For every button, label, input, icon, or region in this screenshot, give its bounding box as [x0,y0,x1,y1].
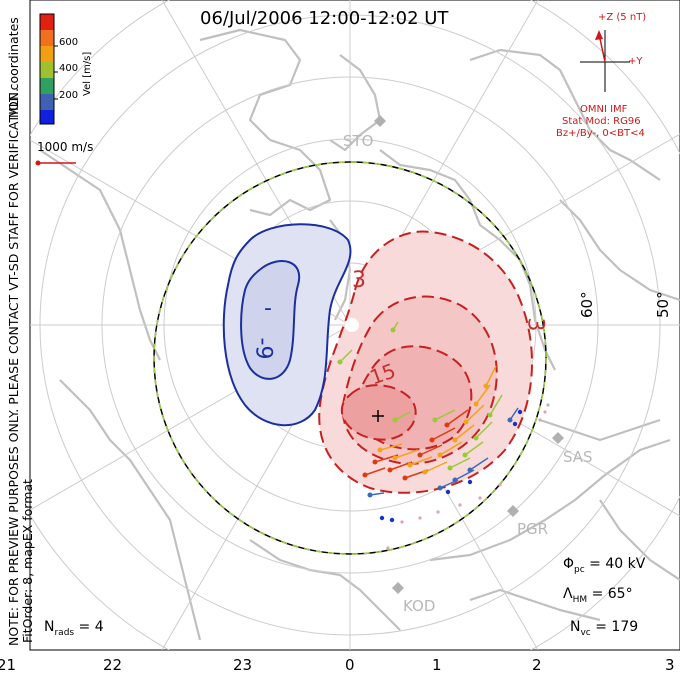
cross-polar-potential-value: 40 kV [605,556,646,572]
station-label-sto: STO [343,132,374,150]
vector-count-value: 179 [611,619,639,635]
mlt-label-2: 2 [532,656,542,674]
color-band-6 [40,94,54,110]
stat-model: Stat Mod: RG96 [562,116,641,127]
station-marker-pgr [507,505,519,517]
hm-boundary-latitude: ΛHM = 65° [563,586,633,605]
positive-potential-cell [318,230,533,494]
station-label-sas: SAS [563,448,593,466]
coastlines [39,28,680,641]
lat-label-50: 50° [654,291,672,318]
page-title: 06/Jul/2006 12:00-12:02 UT [200,8,449,29]
imf-clock [580,30,630,92]
potential-max-marker [372,410,384,422]
station-marker-sas [552,432,564,444]
mlt-label-21: 21 [0,656,17,674]
negative-potential-cell [222,223,352,427]
vector-count: Nvc = 179 [570,619,639,638]
reference-vector [35,160,76,166]
mlt-label-3: 3 [665,656,675,674]
color-band-4 [40,62,54,78]
velocity-scale-label: Vel [m/s] [82,51,93,96]
mlt-label-23: 23 [233,656,253,674]
mlt-label-0: 0 [345,656,355,674]
reference-vector-label: 1000 m/s [37,140,94,154]
preview-note: NOTE: FOR PREVIEW PURPOSES ONLY. PLEASE … [6,88,21,646]
scale-tick-400: 400 [59,63,79,74]
lat-label-60: 60° [578,291,596,318]
velocity-vectors [337,321,550,550]
station-marker-sto [374,115,386,127]
imf-condition: Bz+/By-, 0<BT<4 [556,128,645,139]
mlt-label-22: 22 [103,656,123,674]
fit-order-note: FitOrder: 8, mapEX format [20,479,35,643]
hm-boundary-latitude-value: 65° [607,586,633,602]
radar-count-value: 4 [94,619,104,635]
station-label-kod: KOD [403,597,436,615]
color-band-7 [40,110,54,124]
station-label-pgr: PGR [517,520,549,538]
imf-y-label: +Y [628,56,643,67]
contour-label-neg-outer: - [264,296,272,321]
color-band-5 [40,78,54,94]
contour-label-3-outer: 3 [522,317,548,332]
radar-count: Nrads = 4 [44,619,104,638]
scale-tick-600: 600 [59,37,79,48]
cross-polar-potential: Φpc = 40 kV [563,556,646,575]
imf-z-label: +Z (5 nT) [598,12,647,23]
contour-label-3-inner: 3 [352,268,366,293]
color-band-3 [40,46,54,62]
station-marker-kod [392,582,404,594]
heppner-maynard-boundary-dash [153,161,547,555]
imf-source: OMNI IMF [580,104,628,115]
color-band-1 [40,14,54,30]
color-band-2 [40,30,54,46]
contour-label-neg9: -9 [250,337,276,360]
pole-gap [345,318,359,332]
station-markers [374,115,564,594]
scale-tick-200: 200 [59,90,79,101]
velocity-color-scale [39,13,58,125]
mlt-label-1: 1 [432,656,442,674]
